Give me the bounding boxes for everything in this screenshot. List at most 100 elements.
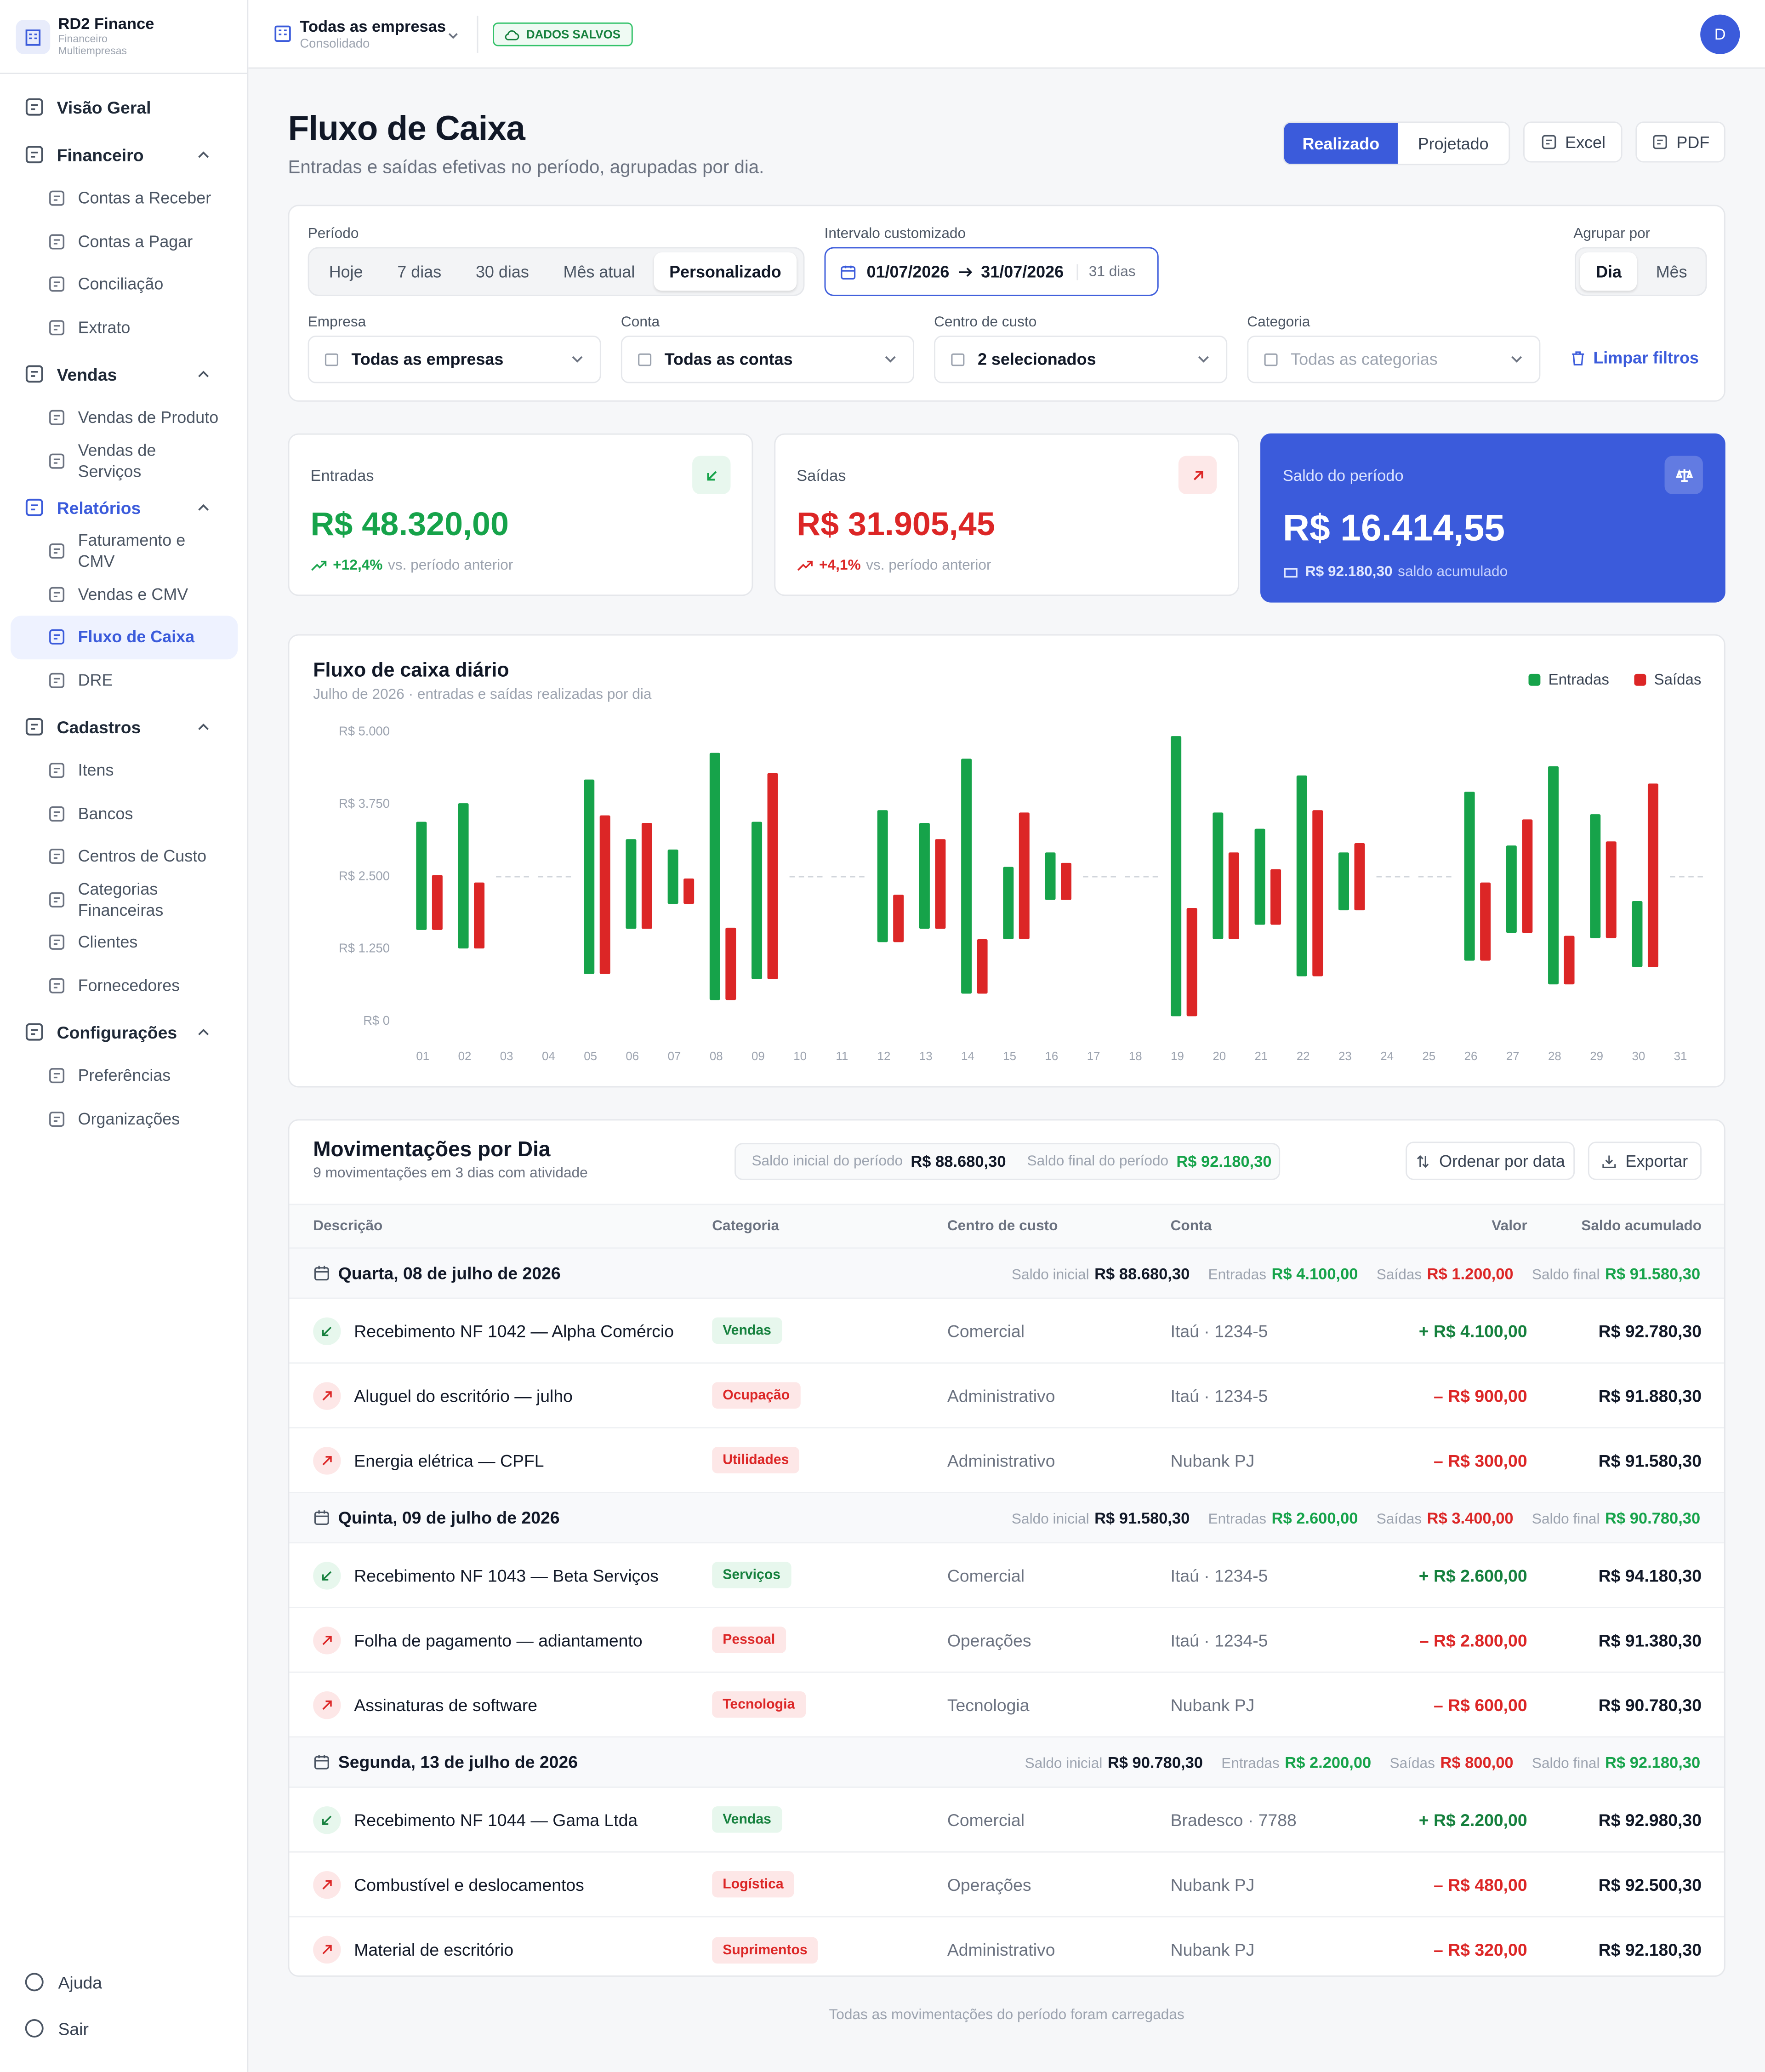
nav-item-label: Vendas de Produto	[78, 408, 219, 428]
running-balance: R$ 92.500,30	[1598, 1874, 1702, 1895]
nav-item[interactable]: Vendas e CMV	[11, 573, 238, 616]
period-option[interactable]: Hoje	[329, 262, 363, 281]
filter-select[interactable]: 2 selecionados	[934, 336, 1228, 383]
filter-select[interactable]: Todas as categorias	[1247, 336, 1541, 383]
summary-label: Entradas	[1208, 1511, 1267, 1527]
nav-item[interactable]: Vendas de Produto	[11, 396, 238, 439]
nav-item[interactable]: Preferências	[11, 1055, 238, 1097]
filter-select[interactable]: Todas as contas	[621, 336, 914, 383]
nav-item[interactable]: Bancos	[11, 792, 238, 835]
x-tick-label: 18	[1129, 1050, 1142, 1063]
nav-item-label: Fluxo de Caixa	[78, 628, 195, 647]
nav-item[interactable]: DRE	[11, 659, 238, 702]
clear-filters[interactable]: Limpar filtros	[1571, 348, 1699, 368]
icon	[49, 277, 65, 292]
chevron	[1198, 356, 1209, 363]
period-option[interactable]: Personalizado	[653, 252, 797, 291]
nav-item[interactable]: Categorias Financeiras	[11, 878, 238, 921]
kpi-card: Saídas R$ 31.905,45 +4,1% vs. período anter…	[774, 433, 1240, 596]
nav-item[interactable]: Fornecedores	[11, 964, 238, 1007]
view-tab[interactable]: Realizado	[1284, 123, 1398, 164]
nav-item[interactable]: Organizações	[11, 1097, 238, 1140]
group-option[interactable]: Dia	[1580, 252, 1638, 291]
nav-item-label: Vendas de Serviços	[78, 441, 156, 481]
icon	[322, 1326, 332, 1336]
cost-center: Operações	[947, 1874, 1031, 1895]
kpi-label: Saldo do período	[1282, 466, 1404, 485]
movement-row: Folha de pagamento — adiantamento Pessoal…	[289, 1608, 1724, 1673]
movement-row: Energia elétrica — CPFL Utilidades Adminis…	[289, 1428, 1724, 1493]
nav-item[interactable]: Contas a Pagar	[11, 220, 238, 263]
nav-item[interactable]: Fluxo de Caixa	[10, 616, 238, 659]
y-tick-label: R$ 2.500	[339, 868, 390, 883]
x-tick-label: 15	[1003, 1050, 1016, 1063]
summary-value: R$ 90.780,30	[1605, 1508, 1701, 1527]
category-tag: Serviços	[712, 1562, 791, 1588]
icon	[314, 1755, 329, 1769]
nav-group[interactable]: Financeiro	[11, 132, 238, 177]
icon	[49, 629, 65, 645]
filter-label: Período	[307, 226, 359, 242]
x-tick-label: 22	[1297, 1050, 1310, 1063]
sidebar-footer-item[interactable]: Sair	[24, 2018, 89, 2039]
view-tab[interactable]: Projetado	[1418, 134, 1489, 153]
table-action[interactable]: Ordenar por data	[1406, 1142, 1575, 1180]
icon	[322, 1945, 332, 1954]
chevron	[198, 151, 209, 158]
nav-item-label: Vendas e CMV	[78, 585, 188, 604]
nav-item[interactable]: Faturamento e CMV	[11, 530, 238, 573]
icon	[322, 1635, 332, 1644]
export-button[interactable]: Excel	[1523, 121, 1623, 163]
period-option[interactable]: Mês atual	[563, 262, 635, 281]
y-tick-label: R$ 1.250	[339, 941, 390, 955]
nav-item[interactable]: Vendas de Serviços	[11, 440, 238, 482]
nav-group-label: Visão Geral	[57, 97, 151, 117]
nav-group[interactable]: Visão Geral	[11, 85, 238, 130]
nav-group[interactable]: Cadastros	[11, 704, 238, 749]
kpi-value: R$ 16.414,55	[1282, 507, 1505, 548]
icon	[25, 718, 43, 736]
category-cell: Vendas	[712, 1806, 947, 1833]
chevron[interactable]	[445, 26, 461, 50]
filter-label: Centro de custo	[934, 314, 1037, 331]
sidebar-footer-item[interactable]: Ajuda	[24, 1971, 102, 1992]
nav-group[interactable]: Vendas	[11, 352, 238, 397]
description: Assinaturas de software	[313, 1690, 712, 1718]
kpi-delta: R$ 92.180,30 saldo acumulado	[1283, 564, 1508, 580]
export-button[interactable]: PDF	[1635, 121, 1725, 163]
nav-item[interactable]: Extrato	[11, 306, 238, 348]
icon	[49, 1068, 65, 1084]
nav-item[interactable]: Clientes	[11, 921, 238, 964]
period-option[interactable]: 7 dias	[397, 262, 442, 281]
description-text: Material de escritório	[354, 1940, 514, 1960]
cost-center: Administrativo	[947, 1940, 1055, 1960]
amount: – R$ 300,00	[1434, 1450, 1527, 1470]
table-action[interactable]: Exportar	[1588, 1142, 1702, 1180]
icon	[49, 1111, 65, 1127]
account: Itaú · 1234-5	[1170, 1385, 1268, 1405]
category-tag: Tecnologia	[712, 1691, 806, 1718]
nav-item[interactable]: Itens	[11, 749, 238, 792]
summary-value: R$ 3.400,00	[1427, 1508, 1514, 1527]
clear-text: Limpar filtros	[1593, 348, 1699, 368]
period-option[interactable]: 30 dias	[475, 262, 529, 281]
nav-item[interactable]: Contas a Receber	[11, 177, 238, 220]
kpi-icon	[1664, 456, 1703, 494]
group-option[interactable]: Mês	[1656, 262, 1687, 281]
filter-value: Todas as categorias	[1291, 350, 1438, 369]
running-balance: R$ 90.780,30	[1598, 1695, 1702, 1715]
saved-badge: DADOS SALVOS	[493, 22, 633, 46]
company-name[interactable]: Todas as empresas	[300, 17, 446, 36]
nav-group[interactable]: Configurações	[11, 1010, 238, 1055]
filter-label: Categoria	[1247, 314, 1310, 331]
date-range[interactable]: 01/07/2026 31/07/2026 31 dias	[824, 247, 1159, 296]
nav-item[interactable]: Centros de Custo	[11, 835, 238, 878]
nav-item[interactable]: Conciliação	[11, 263, 238, 306]
bar	[1647, 783, 1658, 967]
bar	[1590, 814, 1601, 938]
saved-text: DADOS SALVOS	[526, 28, 621, 41]
nav-group[interactable]: Relatórios	[11, 485, 238, 530]
avatar[interactable]: D	[1700, 14, 1740, 54]
filter-select[interactable]: Todas as empresas	[307, 336, 601, 383]
